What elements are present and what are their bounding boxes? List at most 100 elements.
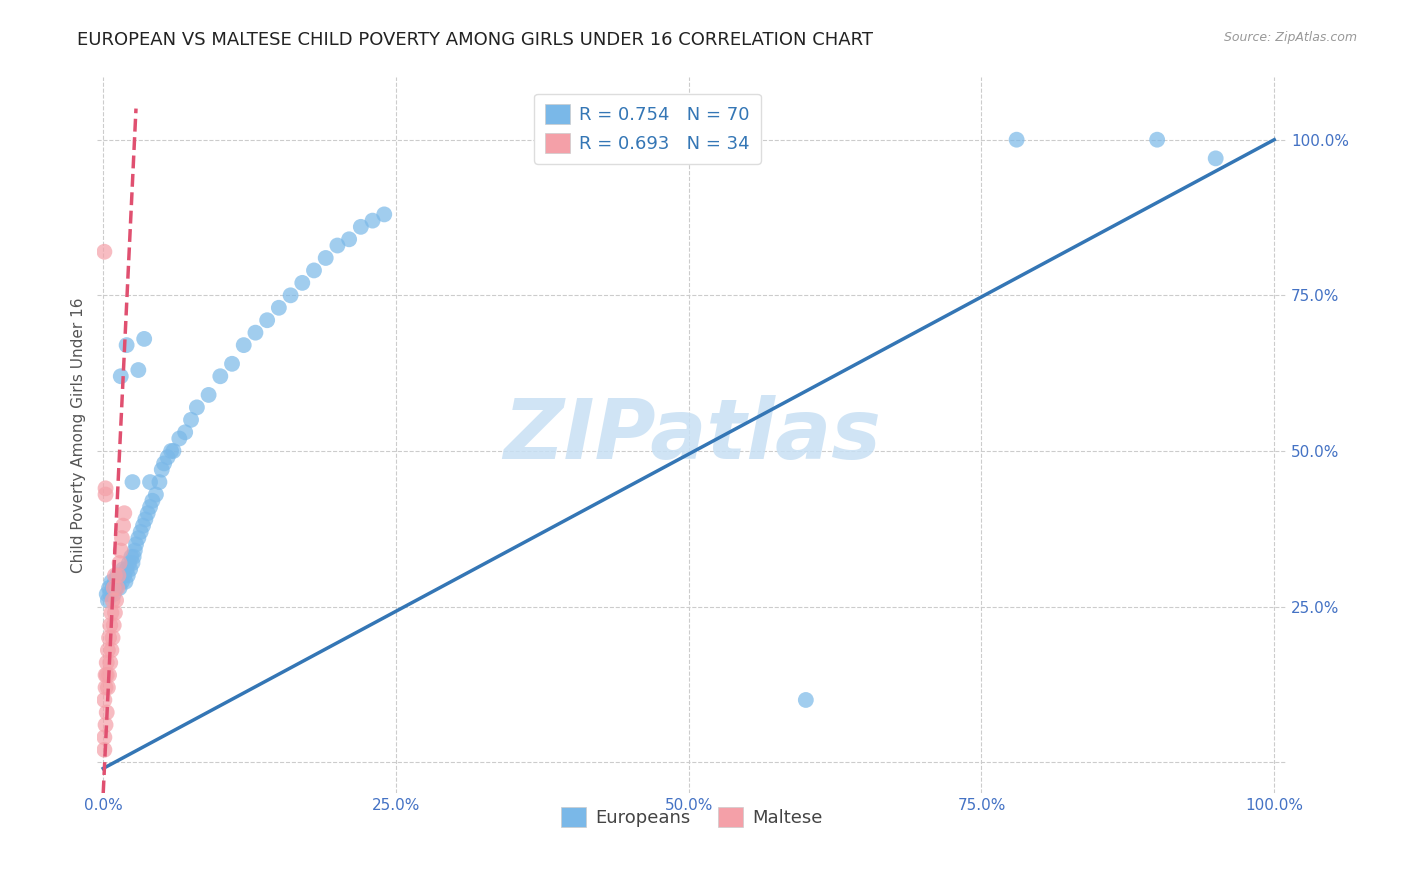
Point [794, 693, 817, 707]
Point [101, 581, 124, 595]
Point [94, 481, 117, 495]
Point [118, 556, 141, 570]
Point [105, 593, 128, 607]
Point [107, 568, 129, 582]
Text: EUROPEAN VS MALTESE CHILD POVERTY AMONG GIRLS UNDER 16 CORRELATION CHART: EUROPEAN VS MALTESE CHILD POVERTY AMONG … [77, 31, 873, 49]
Point [98, 631, 121, 645]
Point [156, 450, 179, 465]
Point [326, 238, 349, 252]
Point [108, 581, 131, 595]
Point [97, 593, 120, 607]
Point [93, 731, 115, 745]
Point [107, 574, 129, 589]
Legend: Europeans, Maltese: Europeans, Maltese [554, 800, 830, 834]
Text: ZIPatlas: ZIPatlas [503, 395, 880, 476]
Point [186, 401, 208, 415]
Point [337, 232, 360, 246]
Point [232, 338, 254, 352]
Point [361, 213, 384, 227]
Point [104, 568, 127, 582]
Point [120, 562, 142, 576]
Point [96, 668, 118, 682]
Point [302, 263, 325, 277]
Point [153, 457, 176, 471]
Point [160, 444, 183, 458]
Point [104, 606, 127, 620]
Point [96, 706, 118, 720]
Point [100, 606, 122, 620]
Point [120, 549, 142, 564]
Point [112, 562, 135, 576]
Point [169, 432, 191, 446]
Point [139, 475, 162, 489]
Point [125, 537, 148, 551]
Point [97, 643, 120, 657]
Point [350, 219, 373, 234]
Point [121, 556, 143, 570]
Point [111, 531, 134, 545]
Point [101, 593, 124, 607]
Point [256, 313, 278, 327]
Point [127, 531, 149, 545]
Point [93, 244, 115, 259]
Point [162, 444, 184, 458]
Point [94, 668, 117, 682]
Point [117, 568, 139, 582]
Point [134, 332, 156, 346]
Point [1146, 133, 1168, 147]
Point [110, 568, 132, 582]
Point [134, 512, 156, 526]
Point [100, 643, 122, 657]
Point [112, 518, 135, 533]
Y-axis label: Child Poverty Among Girls Under 16: Child Poverty Among Girls Under 16 [72, 298, 86, 574]
Point [148, 475, 170, 489]
Point [108, 556, 131, 570]
Point [93, 743, 115, 757]
Point [98, 581, 121, 595]
Point [315, 251, 337, 265]
Point [101, 631, 124, 645]
Point [98, 668, 121, 682]
Point [132, 518, 155, 533]
Text: Source: ZipAtlas.com: Source: ZipAtlas.com [1223, 31, 1357, 45]
Point [103, 587, 125, 601]
Point [209, 369, 232, 384]
Point [93, 693, 115, 707]
Point [96, 587, 118, 601]
Point [221, 357, 243, 371]
Point [373, 207, 395, 221]
Point [103, 618, 125, 632]
Point [145, 487, 167, 501]
Point [115, 338, 138, 352]
Point [127, 363, 149, 377]
Point [105, 581, 128, 595]
Point [291, 276, 314, 290]
Point [141, 493, 163, 508]
Point [136, 506, 159, 520]
Point [121, 475, 143, 489]
Point [111, 574, 134, 589]
Point [115, 562, 138, 576]
Point [97, 681, 120, 695]
Point [98, 587, 121, 601]
Point [129, 524, 152, 539]
Point [98, 656, 121, 670]
Point [267, 301, 290, 315]
Point [174, 425, 197, 440]
Point [1005, 133, 1028, 147]
Point [105, 581, 128, 595]
Point [94, 681, 117, 695]
Point [124, 543, 146, 558]
Point [94, 487, 117, 501]
Point [103, 581, 125, 595]
Point [110, 543, 132, 558]
Point [112, 568, 135, 582]
Point [112, 506, 135, 520]
Point [96, 656, 118, 670]
Point [110, 369, 132, 384]
Point [1205, 152, 1227, 166]
Point [122, 549, 145, 564]
Point [105, 568, 128, 582]
Point [98, 618, 121, 632]
Point [100, 574, 122, 589]
